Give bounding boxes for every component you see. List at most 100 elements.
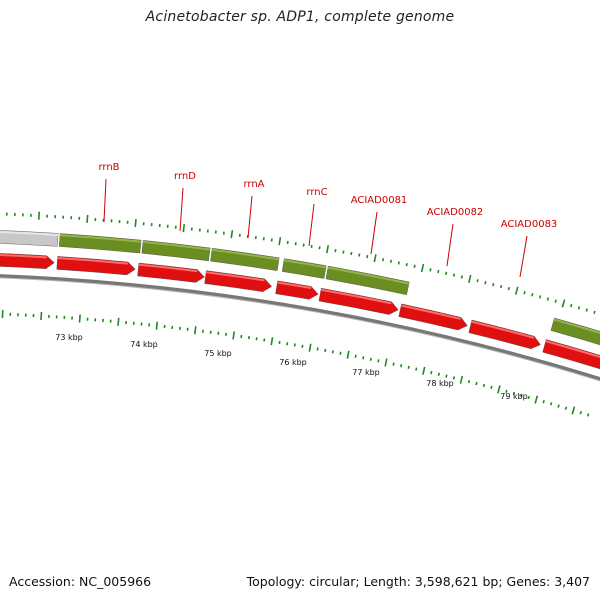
label-leader-line — [179, 187, 184, 232]
tick-mark — [507, 286, 511, 291]
scale-tick-mark — [459, 375, 464, 384]
gene-reverse[interactable] — [468, 319, 541, 350]
scale-tick-mark — [316, 347, 319, 351]
scale-tick-mark — [534, 395, 539, 404]
tick-mark — [445, 271, 448, 275]
scale-tick-mark — [78, 314, 81, 323]
gene-forward[interactable] — [141, 240, 211, 262]
tick-mark — [554, 299, 557, 303]
scale-tick-mark — [155, 321, 159, 330]
gene-grey[interactable] — [0, 230, 59, 247]
gene-forward[interactable] — [281, 258, 327, 279]
label-leader-line — [370, 211, 378, 255]
tick-mark — [350, 251, 353, 256]
tick-mark — [585, 308, 588, 312]
tick-mark — [230, 230, 234, 239]
scale-tick-mark — [369, 357, 372, 361]
gene-reverse[interactable] — [275, 280, 319, 300]
gene-forward[interactable] — [210, 248, 280, 271]
scale-tick-mark — [422, 366, 426, 375]
scale-tick-mark — [324, 348, 327, 353]
scale-tick-mark — [520, 393, 523, 398]
tick-mark — [577, 306, 581, 310]
scale-tick-mark — [301, 344, 304, 348]
tick-mark — [389, 259, 393, 263]
gene-label-lines — [103, 178, 528, 278]
tick-mark — [334, 249, 337, 253]
scale-tick-mark — [293, 343, 296, 347]
scale-tick-mark — [354, 354, 357, 358]
tick-mark — [561, 299, 566, 308]
gene-reverse[interactable] — [398, 303, 468, 331]
gene-reverse[interactable] — [204, 270, 272, 292]
scale-tick-mark — [362, 356, 365, 360]
tick-mark — [358, 253, 361, 257]
gene-label[interactable]: ACIAD0083 — [501, 219, 558, 230]
tick-mark — [499, 284, 503, 289]
gene-label[interactable]: ACIAD0082 — [427, 207, 484, 218]
genome-summary-text: Topology: circular; Length: 3,598,621 bp… — [246, 574, 590, 589]
gene-forward[interactable] — [325, 265, 410, 295]
scale-tick-mark — [415, 367, 418, 371]
tick-mark — [452, 273, 456, 277]
scale-tick-mark — [346, 350, 350, 359]
kbp-label: 73 kbp — [55, 333, 83, 342]
gene-reverse[interactable] — [137, 262, 205, 283]
gene-forward[interactable] — [550, 317, 600, 350]
tick-mark — [310, 244, 313, 249]
tick-mark — [492, 283, 495, 287]
tick-mark — [326, 245, 330, 254]
label-leader-line — [308, 203, 315, 247]
scale-tick-mark — [527, 395, 530, 400]
scale-tick-mark — [586, 413, 590, 417]
gene-reverse[interactable] — [542, 339, 600, 370]
scale-tick-mark — [339, 351, 342, 355]
scale-tick-mark — [392, 362, 395, 366]
backbone-highlight — [0, 277, 600, 382]
gene-reverse[interactable] — [56, 256, 136, 276]
scale-tick-mark — [482, 383, 486, 388]
scale-tick-mark — [579, 411, 582, 415]
gene-label[interactable]: rrnD — [174, 171, 196, 182]
tick-mark — [538, 295, 542, 299]
reverse-gene-track — [0, 253, 600, 370]
tick-mark — [468, 274, 472, 283]
scale-tick-mark — [400, 364, 403, 368]
scale-tick-mark — [452, 376, 456, 380]
accession-text: Accession: NC_005966 — [9, 574, 152, 589]
label-leader-line — [103, 178, 107, 223]
gene-reverse[interactable] — [0, 253, 55, 269]
gene-label[interactable]: rrnC — [306, 187, 327, 198]
scale-tick-mark — [571, 406, 576, 415]
gene-label[interactable]: ACIAD0081 — [351, 195, 408, 206]
tick-mark — [460, 275, 464, 279]
tick-mark — [278, 237, 282, 246]
kbp-label: 77 kbp — [352, 368, 380, 377]
tick-mark — [546, 297, 550, 301]
kbp-label: 74 kbp — [130, 340, 158, 349]
scale-tick-mark — [557, 404, 560, 408]
tick-mark — [182, 224, 186, 233]
genome-backbone — [0, 274, 600, 382]
scale-tick-mark — [437, 372, 440, 376]
gene-labels: rrnB rrnD rrnA rrnC ACIAD0081 ACIAD0082 ACIAD0… — [98, 162, 557, 230]
gene-forward[interactable] — [59, 233, 142, 254]
tick-mark — [86, 214, 89, 223]
tick-mark — [593, 310, 596, 315]
gene-label[interactable]: rrnA — [243, 179, 264, 190]
scale-labels: 73 kbp 74 kbp 75 kbp 76 kbp 77 kbp 78 kbp 79 k… — [55, 333, 528, 401]
tick-mark — [381, 258, 385, 262]
backbone-arc — [0, 274, 600, 381]
tick-mark — [437, 269, 440, 274]
gene-reverse[interactable] — [318, 287, 399, 315]
tick-mark — [134, 218, 137, 228]
tick-mark — [318, 246, 321, 250]
scale-tick-mark — [308, 343, 312, 352]
kbp-label: 79 kbp — [500, 392, 528, 401]
tick-mark — [514, 286, 519, 295]
gene-label[interactable]: rrnB — [98, 162, 119, 173]
scale-tick-mark — [377, 359, 380, 363]
scale-tick-mark — [407, 365, 410, 370]
scale-tick-mark — [194, 326, 197, 335]
